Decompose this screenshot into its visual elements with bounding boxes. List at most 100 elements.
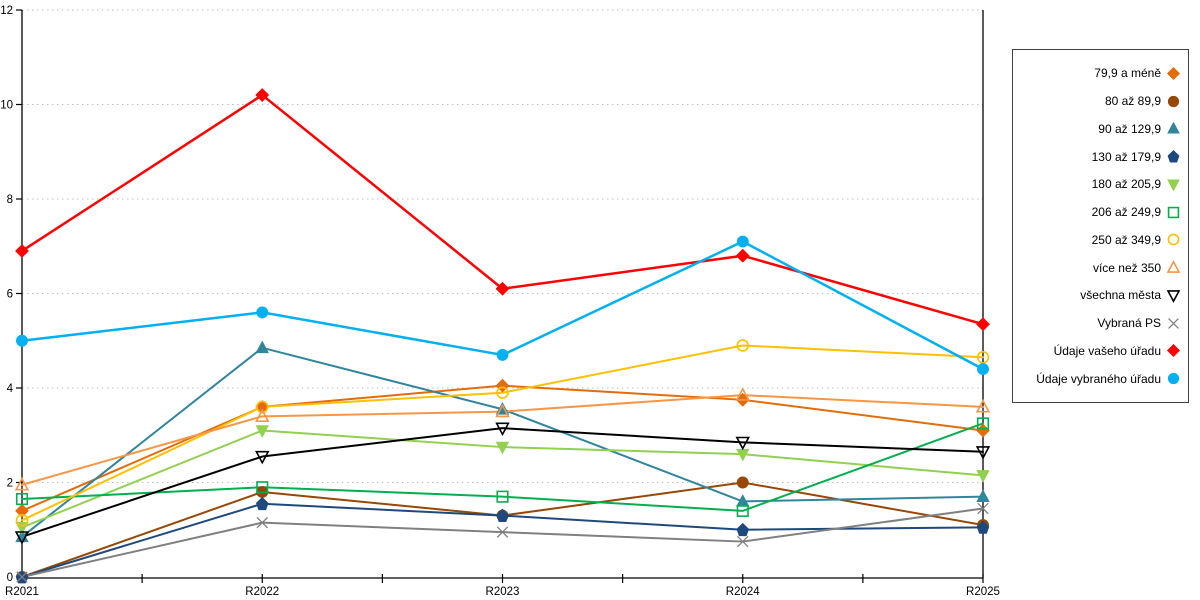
legend-item-4: 180 až 205,9 bbox=[1020, 177, 1181, 192]
marker-square-icon bbox=[976, 417, 990, 430]
y-tick-label: 12 bbox=[0, 5, 13, 17]
marker-triangle-up-icon bbox=[975, 399, 991, 413]
legend-item-11: Údaje vybraného úřadu bbox=[1020, 371, 1181, 386]
marker-square-icon bbox=[15, 492, 29, 506]
y-tick-label: 6 bbox=[7, 289, 13, 301]
legend-item-2: 90 až 129,9 bbox=[1020, 121, 1181, 136]
marker-circle-icon bbox=[496, 386, 509, 399]
marker-diamond-icon bbox=[735, 248, 750, 263]
marker-circle-icon bbox=[736, 235, 749, 248]
x-tick-label: R2022 bbox=[245, 586, 279, 598]
marker-diamond-icon bbox=[15, 503, 29, 518]
legend-label: 130 až 179,9 bbox=[1091, 149, 1161, 164]
legend-label: 206 až 249,9 bbox=[1091, 205, 1161, 220]
legend-label: všechna města bbox=[1080, 288, 1161, 303]
marker-diamond-icon bbox=[1166, 344, 1181, 358]
legend-item-10: Údaje vašeho úřadu bbox=[1020, 343, 1181, 358]
marker-circle-icon bbox=[736, 339, 750, 352]
marker-x-icon bbox=[256, 516, 268, 529]
marker-triangle-up-icon bbox=[495, 403, 510, 418]
legend-marker-triangle-down-icon bbox=[1166, 177, 1181, 192]
series-line-6 bbox=[21, 344, 984, 522]
marker-circle-icon bbox=[1167, 95, 1180, 107]
series-markers-4 bbox=[15, 425, 990, 535]
series-markers-7 bbox=[14, 387, 991, 491]
x-tick-label: R2024 bbox=[726, 586, 760, 598]
marker-triangle-down-icon bbox=[495, 422, 510, 437]
x-tick-label: R2021 bbox=[5, 586, 39, 598]
x-tick-label: R2023 bbox=[486, 586, 520, 598]
marker-pentagon-icon bbox=[496, 508, 509, 522]
legend-marker-diamond-icon bbox=[1166, 66, 1181, 81]
marker-square-icon bbox=[256, 481, 269, 494]
y-tick-label: 4 bbox=[7, 383, 14, 395]
marker-circle-icon bbox=[15, 514, 29, 527]
marker-x-icon bbox=[737, 535, 749, 548]
legend-marker-triangle-up-icon bbox=[1166, 260, 1181, 275]
series-markers-6 bbox=[15, 339, 990, 527]
marker-circle-icon bbox=[496, 348, 509, 361]
marker-triangle-down-icon bbox=[1167, 179, 1180, 192]
marker-x-icon bbox=[496, 526, 509, 538]
marker-diamond-icon bbox=[495, 281, 510, 296]
legend-marker-circle-icon bbox=[1166, 232, 1181, 247]
marker-diamond-icon bbox=[976, 423, 990, 438]
marker-triangle-down-icon bbox=[255, 450, 270, 465]
marker-triangle-down-icon bbox=[255, 425, 269, 438]
legend-label: Vybraná PS bbox=[1097, 316, 1161, 331]
legend-marker-triangle-up-icon bbox=[1166, 121, 1181, 136]
marker-triangle-down-icon bbox=[495, 441, 510, 455]
marker-triangle-up-icon bbox=[1166, 260, 1181, 273]
series-markers-10 bbox=[15, 88, 990, 332]
series-line-8 bbox=[21, 427, 984, 538]
y-tick-label: 10 bbox=[0, 100, 13, 112]
marker-diamond-icon bbox=[1166, 66, 1181, 80]
marker-triangle-up-icon bbox=[1167, 121, 1180, 134]
legend-item-6: 250 až 349,9 bbox=[1020, 232, 1181, 247]
marker-circle-icon bbox=[1167, 373, 1180, 385]
marker-diamond-icon bbox=[976, 317, 990, 332]
legend-item-8: všechna města bbox=[1020, 288, 1181, 303]
marker-x-icon bbox=[16, 571, 28, 583]
legend-label: Údaje vašeho úřadu bbox=[1053, 343, 1161, 358]
marker-diamond-icon bbox=[255, 88, 270, 102]
legend-item-1: 80 až 89,9 bbox=[1020, 94, 1181, 109]
marker-x-icon bbox=[977, 502, 989, 515]
marker-circle-icon bbox=[16, 334, 28, 347]
y-tick-label: 0 bbox=[7, 572, 13, 584]
marker-triangle-down-icon bbox=[975, 446, 991, 460]
marker-triangle-up-icon bbox=[976, 489, 990, 503]
series-line-5 bbox=[21, 422, 984, 512]
marker-triangle-down-icon bbox=[14, 531, 30, 545]
y-tick-label: 8 bbox=[7, 194, 13, 206]
marker-square-icon bbox=[736, 504, 749, 517]
legend-item-3: 130 až 179,9 bbox=[1020, 149, 1181, 164]
legend-label: více než 350 bbox=[1092, 260, 1161, 275]
y-tick-label: 2 bbox=[7, 478, 13, 490]
marker-pentagon-icon bbox=[736, 522, 750, 537]
marker-square-icon bbox=[1167, 206, 1180, 218]
marker-diamond-icon bbox=[15, 244, 29, 258]
legend-marker-pentagon-icon bbox=[1166, 149, 1181, 164]
x-tick-label: R2025 bbox=[966, 586, 1000, 598]
marker-triangle-up-icon bbox=[255, 340, 269, 354]
chart-legend: 79,9 a méně 80 až 89,9 90 až 129,9 130 až 1… bbox=[1012, 49, 1189, 403]
marker-pentagon-icon bbox=[976, 520, 990, 534]
legend-label: 80 až 89,9 bbox=[1104, 94, 1161, 109]
legend-label: 250 až 349,9 bbox=[1091, 232, 1161, 247]
series-markers-3 bbox=[15, 496, 990, 584]
marker-pentagon-icon bbox=[255, 496, 269, 511]
legend-label: 79,9 a méně bbox=[1094, 66, 1161, 81]
legend-item-7: více než 350 bbox=[1020, 260, 1181, 275]
series-markers-9 bbox=[16, 502, 989, 583]
marker-triangle-down-icon bbox=[1166, 290, 1181, 303]
marker-circle-icon bbox=[255, 400, 269, 414]
marker-x-icon bbox=[1168, 317, 1179, 329]
legend-item-5: 206 až 249,9 bbox=[1020, 205, 1181, 220]
legend-label: 90 až 129,9 bbox=[1098, 121, 1161, 136]
legend-marker-circle-icon bbox=[1166, 371, 1181, 386]
series-markers-11 bbox=[16, 235, 989, 376]
marker-circle-icon bbox=[256, 306, 269, 319]
